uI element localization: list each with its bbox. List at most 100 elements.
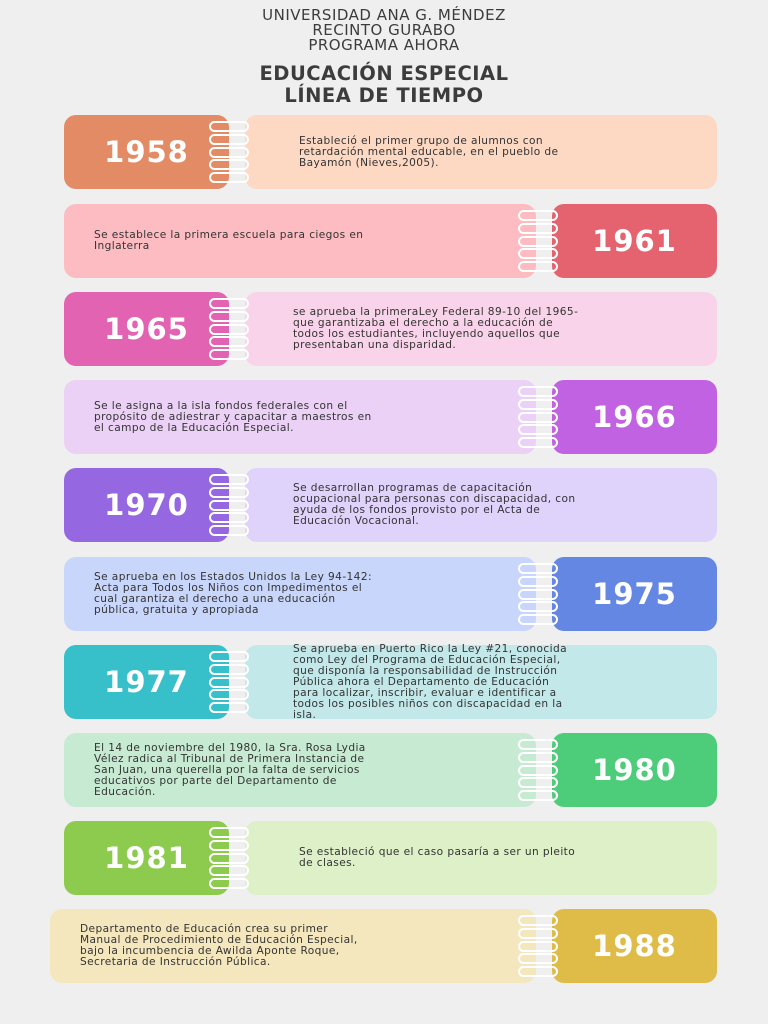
event-year-badge: 1975	[552, 557, 717, 631]
spiral-ring	[518, 575, 558, 587]
event-year: 1958	[104, 135, 189, 169]
event-description: Se establece la primera escuela para cie…	[94, 229, 364, 252]
event-description-card: Departamento de Educación crea su primer…	[50, 909, 536, 983]
spiral-binding	[209, 298, 249, 360]
spiral-ring	[518, 424, 558, 436]
event-description-card: Se estableció que el caso pasaría a ser …	[245, 821, 717, 895]
event-year-badge: 1961	[552, 204, 717, 278]
event-year-badge: 1966	[552, 380, 717, 454]
event-description-card: Estableció el primer grupo de alumnos co…	[245, 115, 717, 189]
event-year-badge: 1988	[552, 909, 717, 983]
spiral-ring	[518, 235, 558, 247]
event-year: 1961	[592, 224, 677, 258]
spiral-ring	[209, 486, 249, 498]
spiral-ring	[518, 386, 558, 397]
spiral-binding	[518, 210, 558, 272]
event-description: Se desarrollan programas de capacitación…	[293, 482, 576, 527]
spiral-ring	[209, 146, 249, 158]
timeline-row: Se aprueba en Puerto Rico la Ley #21, co…	[0, 642, 768, 721]
timeline-row: Estableció el primer grupo de alumnos co…	[0, 115, 768, 189]
spiral-ring	[209, 702, 249, 713]
spiral-ring	[209, 839, 249, 851]
spiral-binding	[518, 739, 558, 801]
spiral-ring	[518, 563, 558, 574]
university-name: UNIVERSIDAD ANA G. MÉNDEZ	[262, 6, 506, 24]
spiral-binding	[518, 386, 558, 448]
spiral-binding	[209, 651, 249, 713]
page-subtitle: LÍNEA DE TIEMPO	[284, 84, 484, 107]
spiral-ring	[518, 614, 558, 625]
spiral-ring	[209, 499, 249, 511]
spiral-ring	[209, 525, 249, 536]
event-description: Departamento de Educación crea su primer…	[80, 923, 358, 968]
event-description-card: El 14 de noviembre del 1980, la Sra. Ros…	[64, 733, 536, 807]
timeline-row: Se le asigna a la isla fondos federales …	[0, 380, 768, 454]
event-description-card: se aprueba la primeraLey Federal 89-10 d…	[245, 292, 717, 366]
spiral-ring	[209, 474, 249, 485]
event-description: Se le asigna a la isla fondos federales …	[94, 399, 372, 434]
spiral-ring	[209, 676, 249, 688]
spiral-ring	[518, 927, 558, 939]
event-description: se aprueba la primeraLey Federal 89-10 d…	[293, 306, 579, 351]
event-year: 1965	[104, 312, 189, 346]
spiral-ring	[518, 777, 558, 789]
event-year: 1980	[592, 753, 677, 787]
spiral-ring	[518, 222, 558, 234]
spiral-ring	[518, 764, 558, 776]
timeline-row: Se establece la primera escuela para cie…	[0, 204, 768, 278]
spiral-ring	[518, 601, 558, 613]
spiral-ring	[209, 172, 249, 183]
spiral-binding	[518, 563, 558, 625]
spiral-ring	[518, 248, 558, 260]
spiral-binding	[209, 121, 249, 183]
timeline-row: El 14 de noviembre del 1980, la Sra. Ros…	[0, 733, 768, 807]
spiral-ring	[209, 865, 249, 877]
header: UNIVERSIDAD ANA G. MÉNDEZ RECINTO GURABO…	[0, 8, 768, 107]
event-year: 1966	[592, 400, 677, 434]
event-description: Se aprueba en Puerto Rico la Ley #21, co…	[293, 642, 568, 721]
event-year: 1977	[104, 665, 189, 699]
timeline-row: se aprueba la primeraLey Federal 89-10 d…	[0, 292, 768, 366]
spiral-ring	[518, 437, 558, 448]
spiral-ring	[518, 751, 558, 763]
spiral-ring	[518, 261, 558, 272]
event-description-card: Se aprueba en Puerto Rico la Ley #21, co…	[245, 642, 717, 721]
spiral-ring	[518, 953, 558, 965]
event-description-card: Se establece la primera escuela para cie…	[64, 204, 536, 278]
spiral-ring	[518, 411, 558, 423]
timeline-row: Se estableció que el caso pasaría a ser …	[0, 821, 768, 895]
spiral-ring	[209, 133, 249, 145]
spiral-ring	[209, 663, 249, 675]
spiral-ring	[209, 159, 249, 171]
event-description: Estableció el primer grupo de alumnos co…	[299, 134, 559, 169]
event-year-badge: 1958	[64, 115, 229, 189]
spiral-ring	[209, 298, 249, 309]
event-year: 1988	[592, 929, 677, 963]
timeline-row: Departamento de Educación crea su primer…	[0, 909, 768, 983]
spiral-ring	[518, 398, 558, 410]
program-name: PROGRAMA AHORA	[308, 36, 460, 54]
spiral-ring	[209, 512, 249, 524]
spiral-ring	[518, 210, 558, 221]
spiral-ring	[518, 790, 558, 801]
event-description: Se aprueba en los Estados Unidos la Ley …	[94, 571, 372, 616]
timeline-row: Se aprueba en los Estados Unidos la Ley …	[0, 557, 768, 631]
spiral-ring	[209, 323, 249, 335]
event-description-card: Se aprueba en los Estados Unidos la Ley …	[64, 557, 536, 631]
spiral-ring	[209, 852, 249, 864]
spiral-binding	[518, 915, 558, 977]
spiral-ring	[209, 121, 249, 132]
event-year-badge: 1980	[552, 733, 717, 807]
timeline-row: Se desarrollan programas de capacitación…	[0, 468, 768, 542]
event-description-card: Se desarrollan programas de capacitación…	[245, 468, 717, 542]
event-year-badge: 1965	[64, 292, 229, 366]
spiral-ring	[518, 915, 558, 926]
event-year: 1981	[104, 841, 189, 875]
event-year-badge: 1977	[64, 645, 229, 719]
spiral-ring	[518, 588, 558, 600]
event-year: 1975	[592, 577, 677, 611]
spiral-ring	[209, 689, 249, 701]
spiral-ring	[209, 310, 249, 322]
spiral-ring	[518, 940, 558, 952]
event-year-badge: 1970	[64, 468, 229, 542]
